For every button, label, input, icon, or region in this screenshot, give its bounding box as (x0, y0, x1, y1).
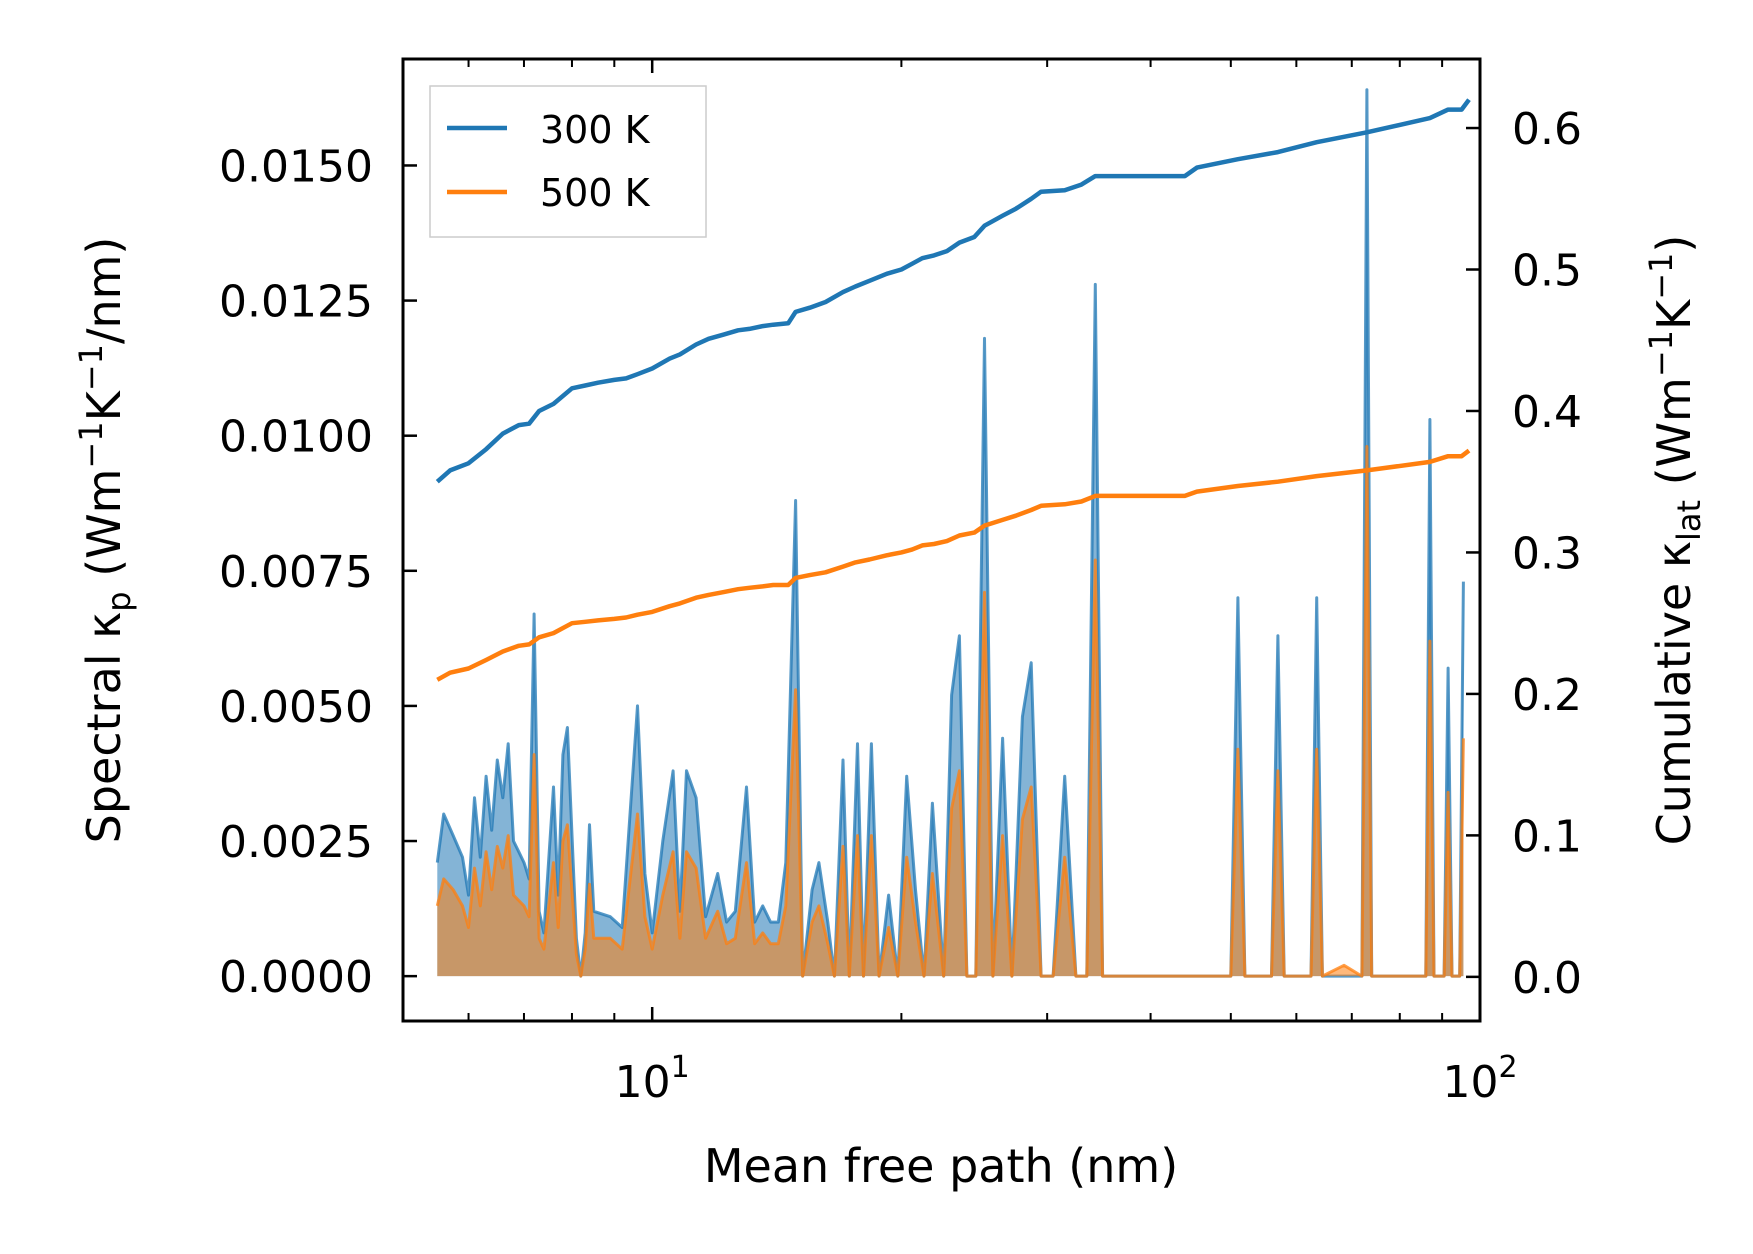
y-right-tick-label: 0.5 (1512, 246, 1582, 297)
y-axis-label-left: Spectral κp (Wm−1K−1/nm) (72, 237, 138, 844)
plot-area (435, 88, 1471, 978)
x-tick-label: 102 (1442, 1050, 1517, 1108)
y-axis-label-right: Cumulative κlat (Wm−1K−1) (1642, 235, 1708, 846)
y-right-tick-label: 0.4 (1512, 387, 1582, 438)
x-axis-label: Mean free path (nm) (704, 1139, 1178, 1193)
cumulative-line-300k (435, 98, 1471, 484)
y-right-tick-label: 0.0 (1512, 953, 1582, 1004)
ticks: 101 102 0.0000 0.0025 0.0050 0.0075 0.0100 0.01… (219, 59, 1582, 1108)
x-tick-label: 101 (615, 1050, 690, 1108)
y-left-tick-label: 0.0025 (219, 817, 373, 868)
axes-frame (401, 57, 1482, 1023)
y-left-tick-label: 0.0125 (219, 277, 373, 328)
y-left-tick-label: 0.0100 (219, 412, 373, 463)
spectral-area-500k (437, 446, 1464, 977)
y-left-tick-label: 0.0150 (219, 141, 373, 192)
y-left-tick-label: 0.0000 (219, 952, 373, 1003)
y-right-tick-label: 0.2 (1512, 670, 1582, 721)
y-left-tick-label: 0.0075 (219, 547, 373, 598)
legend-box (429, 85, 707, 238)
y-left-tick-label: 0.0050 (219, 682, 373, 733)
y-right-tick-label: 0.3 (1512, 528, 1582, 579)
legend: 300 K 500 K (429, 85, 707, 238)
y-right-tick-label: 0.1 (1512, 811, 1582, 862)
spectral-line-500k (435, 445, 1465, 978)
legend-label-300k: 300 K (540, 108, 651, 152)
cumulative-line-500k (436, 448, 1471, 682)
y-right-tick-label: 0.6 (1512, 104, 1582, 155)
spectral-area-300k (437, 89, 1464, 977)
legend-label-500k: 500 K (540, 171, 651, 215)
